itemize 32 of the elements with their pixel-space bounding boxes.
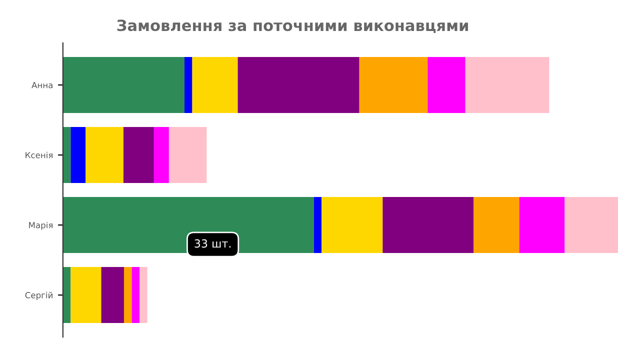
bar (168, 126, 207, 184)
bar (428, 56, 466, 113)
annotation: 33 шт. (194, 239, 231, 248)
bar (154, 126, 169, 184)
bar (101, 267, 124, 324)
bar (123, 126, 154, 184)
bar (465, 56, 550, 113)
y-tick-label: Марія (29, 222, 52, 230)
bar (62, 267, 71, 324)
bar (238, 56, 360, 113)
y-tick-label: Сергій (25, 292, 52, 300)
bar (322, 197, 383, 254)
bar (62, 197, 314, 254)
bar (62, 56, 184, 113)
bar (86, 126, 124, 184)
bar (132, 267, 140, 324)
chart-title: Замовлення за поточними виконавцями (117, 20, 468, 34)
bar (70, 126, 86, 184)
bar (184, 56, 192, 113)
bar (70, 267, 102, 324)
bar (124, 267, 132, 324)
bar (314, 197, 322, 254)
y-tick-label: Ксенія (26, 152, 52, 158)
y-tick-label: Анна (32, 82, 52, 88)
bar (359, 56, 428, 113)
bar (62, 126, 71, 184)
bar (519, 197, 565, 254)
bar (140, 267, 148, 324)
bar (192, 56, 238, 113)
bar (474, 197, 520, 254)
bar (564, 197, 618, 254)
bar (382, 197, 474, 254)
